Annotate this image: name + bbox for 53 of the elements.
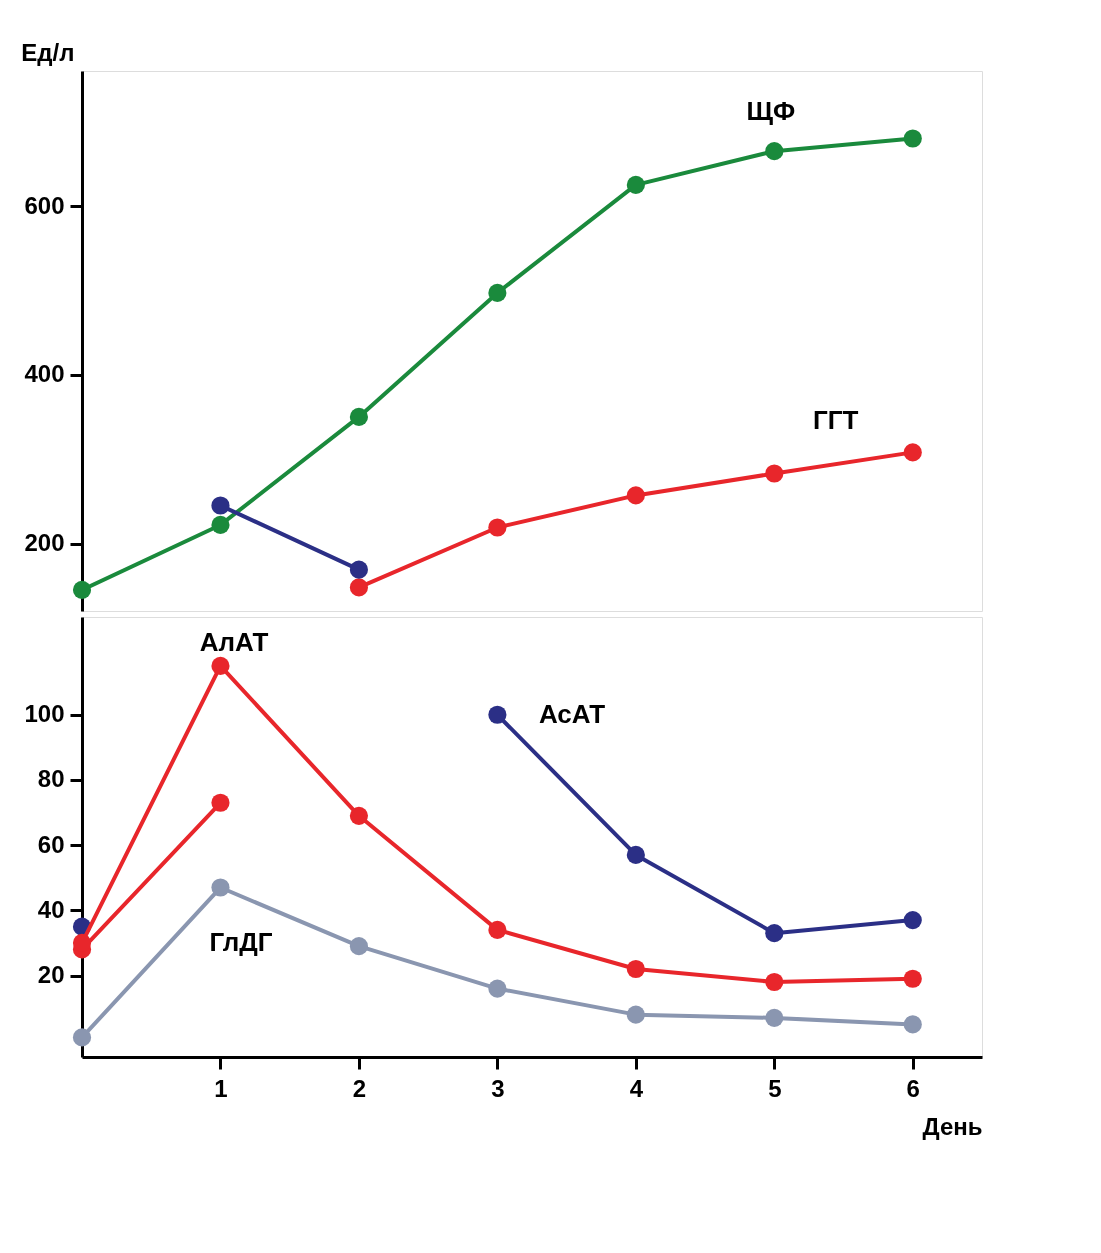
series-label: ЩФ [746,95,796,126]
point [349,937,369,956]
y-tick-label: 600 [24,191,65,219]
point [211,878,230,897]
x-tick-label: 4 [629,1074,644,1102]
point [903,911,922,930]
point [211,656,230,675]
point [765,1008,784,1027]
point [211,496,230,515]
y-tick-label: 20 [37,961,65,989]
point [765,142,784,161]
y-tick-label: 80 [37,765,65,793]
series-label: ГлДГ [209,926,273,957]
y-tick-label: 200 [24,529,65,556]
point [488,920,507,939]
point [349,578,369,597]
point [349,407,369,426]
y-axis-title: Ед/л [21,38,75,66]
point [72,1028,92,1047]
x-tick-label: 2 [352,1074,367,1102]
point [211,793,230,812]
x-tick-label: 1 [214,1074,228,1102]
point [765,972,784,992]
x-tick-label: 3 [491,1074,505,1102]
y-tick-label: 40 [37,895,65,923]
point [72,580,92,599]
point [488,518,507,537]
point [488,705,507,724]
point [626,175,645,194]
point [903,129,922,148]
y-tick-label: 60 [37,830,65,858]
point [488,283,507,302]
x-tick-label: 5 [768,1074,782,1102]
point [903,969,922,988]
series-label: АлАТ [199,627,269,658]
point [626,959,645,979]
point [349,560,369,579]
point [903,443,922,462]
series-label: ГГТ [813,405,859,436]
x-tick-label: 6 [906,1074,920,1102]
point [626,1005,645,1024]
point [765,924,784,943]
series-label: АсАТ [538,698,606,729]
point [349,806,369,825]
point [488,979,507,998]
point [903,1015,922,1034]
point [211,515,230,534]
point [626,845,645,864]
point [626,486,645,505]
x-axis-title: День [922,1112,983,1140]
point [765,464,784,483]
y-tick-label: 400 [24,360,65,388]
y-tick-label: 100 [24,700,65,728]
